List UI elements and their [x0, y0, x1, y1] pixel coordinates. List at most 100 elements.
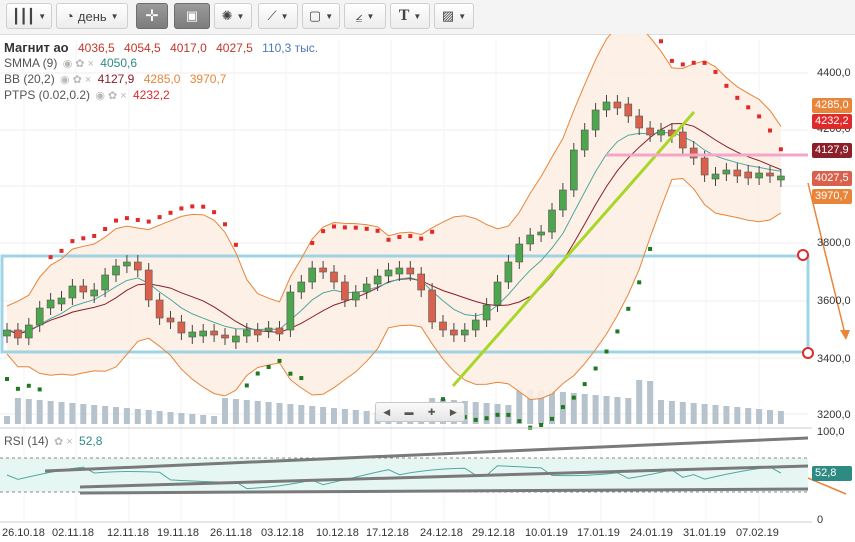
projection-arrowhead [840, 330, 850, 340]
fibonacci-tool-button[interactable]: ⦤ ▼ [344, 3, 386, 29]
price-badge-bb-mid: 4127,9 [812, 143, 852, 158]
smma-legend: SMMA (9) ◉ ✿ × 4050,6 [4, 56, 143, 70]
volume-bar [320, 407, 327, 424]
candle-body [722, 169, 731, 175]
volume-bar [701, 404, 708, 424]
crosshair-button[interactable]: ✛ [136, 3, 168, 29]
sar-dot [746, 105, 751, 110]
sar-dot [691, 60, 696, 65]
sar-dot [146, 219, 151, 224]
volume-bar [592, 395, 599, 424]
rsi-trendline-middle [79, 464, 809, 489]
candle-body [286, 291, 295, 331]
sar-dot [582, 382, 587, 387]
sar-dot [430, 229, 435, 234]
gear-icon[interactable]: ✿ [72, 74, 82, 86]
date-tick: 19.11.18 [157, 527, 200, 539]
sar-dot [408, 234, 413, 239]
volume-bar [102, 406, 109, 424]
candle-body [526, 234, 535, 245]
bb-lower-value: 3970,7 [189, 72, 227, 86]
eye-icon[interactable]: ◉ [95, 90, 105, 102]
image-export-button[interactable]: ▨ ▼ [434, 3, 474, 29]
volume-bar [36, 400, 43, 424]
price-badge-bb-upper: 4285,0 [812, 98, 852, 113]
date-tick: 10.01.19 [525, 527, 568, 539]
bollinger-lower-line [6, 177, 782, 401]
chart-type-button[interactable]: ┃┃┃ ▼ [6, 3, 52, 29]
candle-body [482, 304, 491, 321]
date-tick: 17.01.19 [577, 527, 620, 539]
candle-body [548, 209, 556, 233]
rsi-value: 52,8 [79, 434, 103, 448]
candle-body [373, 275, 382, 285]
gear-icon[interactable]: ✿ [54, 436, 64, 448]
shape-tool-button[interactable]: ▢ ▼ [302, 3, 340, 29]
volume-bar [211, 416, 218, 424]
candle-body [35, 307, 44, 326]
chart-scroll-navigator[interactable]: ◀ ▬ ✚ ▶ [375, 402, 465, 422]
sar-dot [626, 306, 631, 311]
close-icon[interactable]: × [87, 58, 94, 70]
projection-arrow [807, 182, 847, 339]
sar-dot [680, 62, 685, 67]
sar-dot [441, 397, 445, 402]
rectangle-icon: ▢ [308, 8, 322, 23]
sar-dot [757, 114, 762, 119]
rsi-tick: 100,0 [817, 426, 845, 438]
eye-icon[interactable]: ◉ [60, 74, 70, 86]
gear-icon[interactable]: ✿ [108, 90, 118, 102]
parabolic-sar-dots [5, 39, 783, 430]
volume-bar [243, 400, 250, 424]
price-chart[interactable] [0, 34, 855, 542]
period-select[interactable]: ◔ день ▼ [56, 3, 128, 29]
candle-body [700, 157, 709, 176]
candle-body [351, 291, 360, 301]
candle-body [199, 330, 207, 337]
indicators-button[interactable]: ✺ ▼ [214, 3, 252, 29]
candle-body [14, 329, 22, 339]
sar-dot [593, 366, 598, 371]
candle-body [362, 283, 371, 293]
volume-bar [581, 394, 588, 424]
sar-dot [201, 204, 206, 209]
date-tick: 17.12.18 [366, 527, 409, 539]
sar-dot [419, 236, 424, 241]
volume-bar [527, 389, 534, 424]
candle-body [428, 289, 436, 323]
zoom-out-icon[interactable]: ▬ [404, 407, 414, 417]
candle-body [232, 335, 240, 343]
volume-bar [668, 401, 675, 424]
candle-body [711, 173, 720, 180]
fit-chart-button[interactable]: ▣ [174, 3, 210, 29]
candle-body [569, 149, 578, 191]
close-icon[interactable]: × [84, 74, 92, 86]
scroll-left-icon[interactable]: ◀ [383, 406, 391, 417]
candle-body [308, 267, 317, 283]
zoom-in-icon[interactable]: ✚ [427, 406, 436, 417]
chevron-down-icon: ▼ [458, 11, 467, 21]
sar-dot [724, 83, 729, 88]
sar-dot [386, 237, 391, 242]
close-icon[interactable]: × [120, 90, 127, 102]
candle-body [744, 171, 753, 179]
range-top-marker [797, 249, 809, 261]
line-tool-button[interactable]: ⟋ ▼ [258, 3, 298, 29]
candle-body [144, 269, 153, 301]
text-tool-button[interactable]: T ▼ [390, 3, 430, 29]
eye-icon[interactable]: ◉ [62, 58, 73, 70]
sar-dot [255, 371, 260, 376]
volume-bar [298, 405, 305, 424]
date-tick: 03.12.18 [261, 527, 304, 539]
sar-dot [212, 210, 217, 215]
sar-dot [277, 358, 282, 363]
bb-legend: BB (20,2) ◉ ✿ × 4127,9 4285,0 3970,7 [4, 72, 232, 86]
bb-upper-value: 4285,0 [143, 72, 181, 86]
scroll-right-icon[interactable]: ▶ [449, 406, 457, 417]
candle-body [297, 281, 306, 293]
close-icon[interactable]: × [66, 436, 73, 448]
candle-body [537, 231, 545, 236]
candlesticks [3, 95, 785, 349]
gear-icon[interactable]: ✿ [75, 58, 85, 70]
candle-body [417, 273, 426, 291]
